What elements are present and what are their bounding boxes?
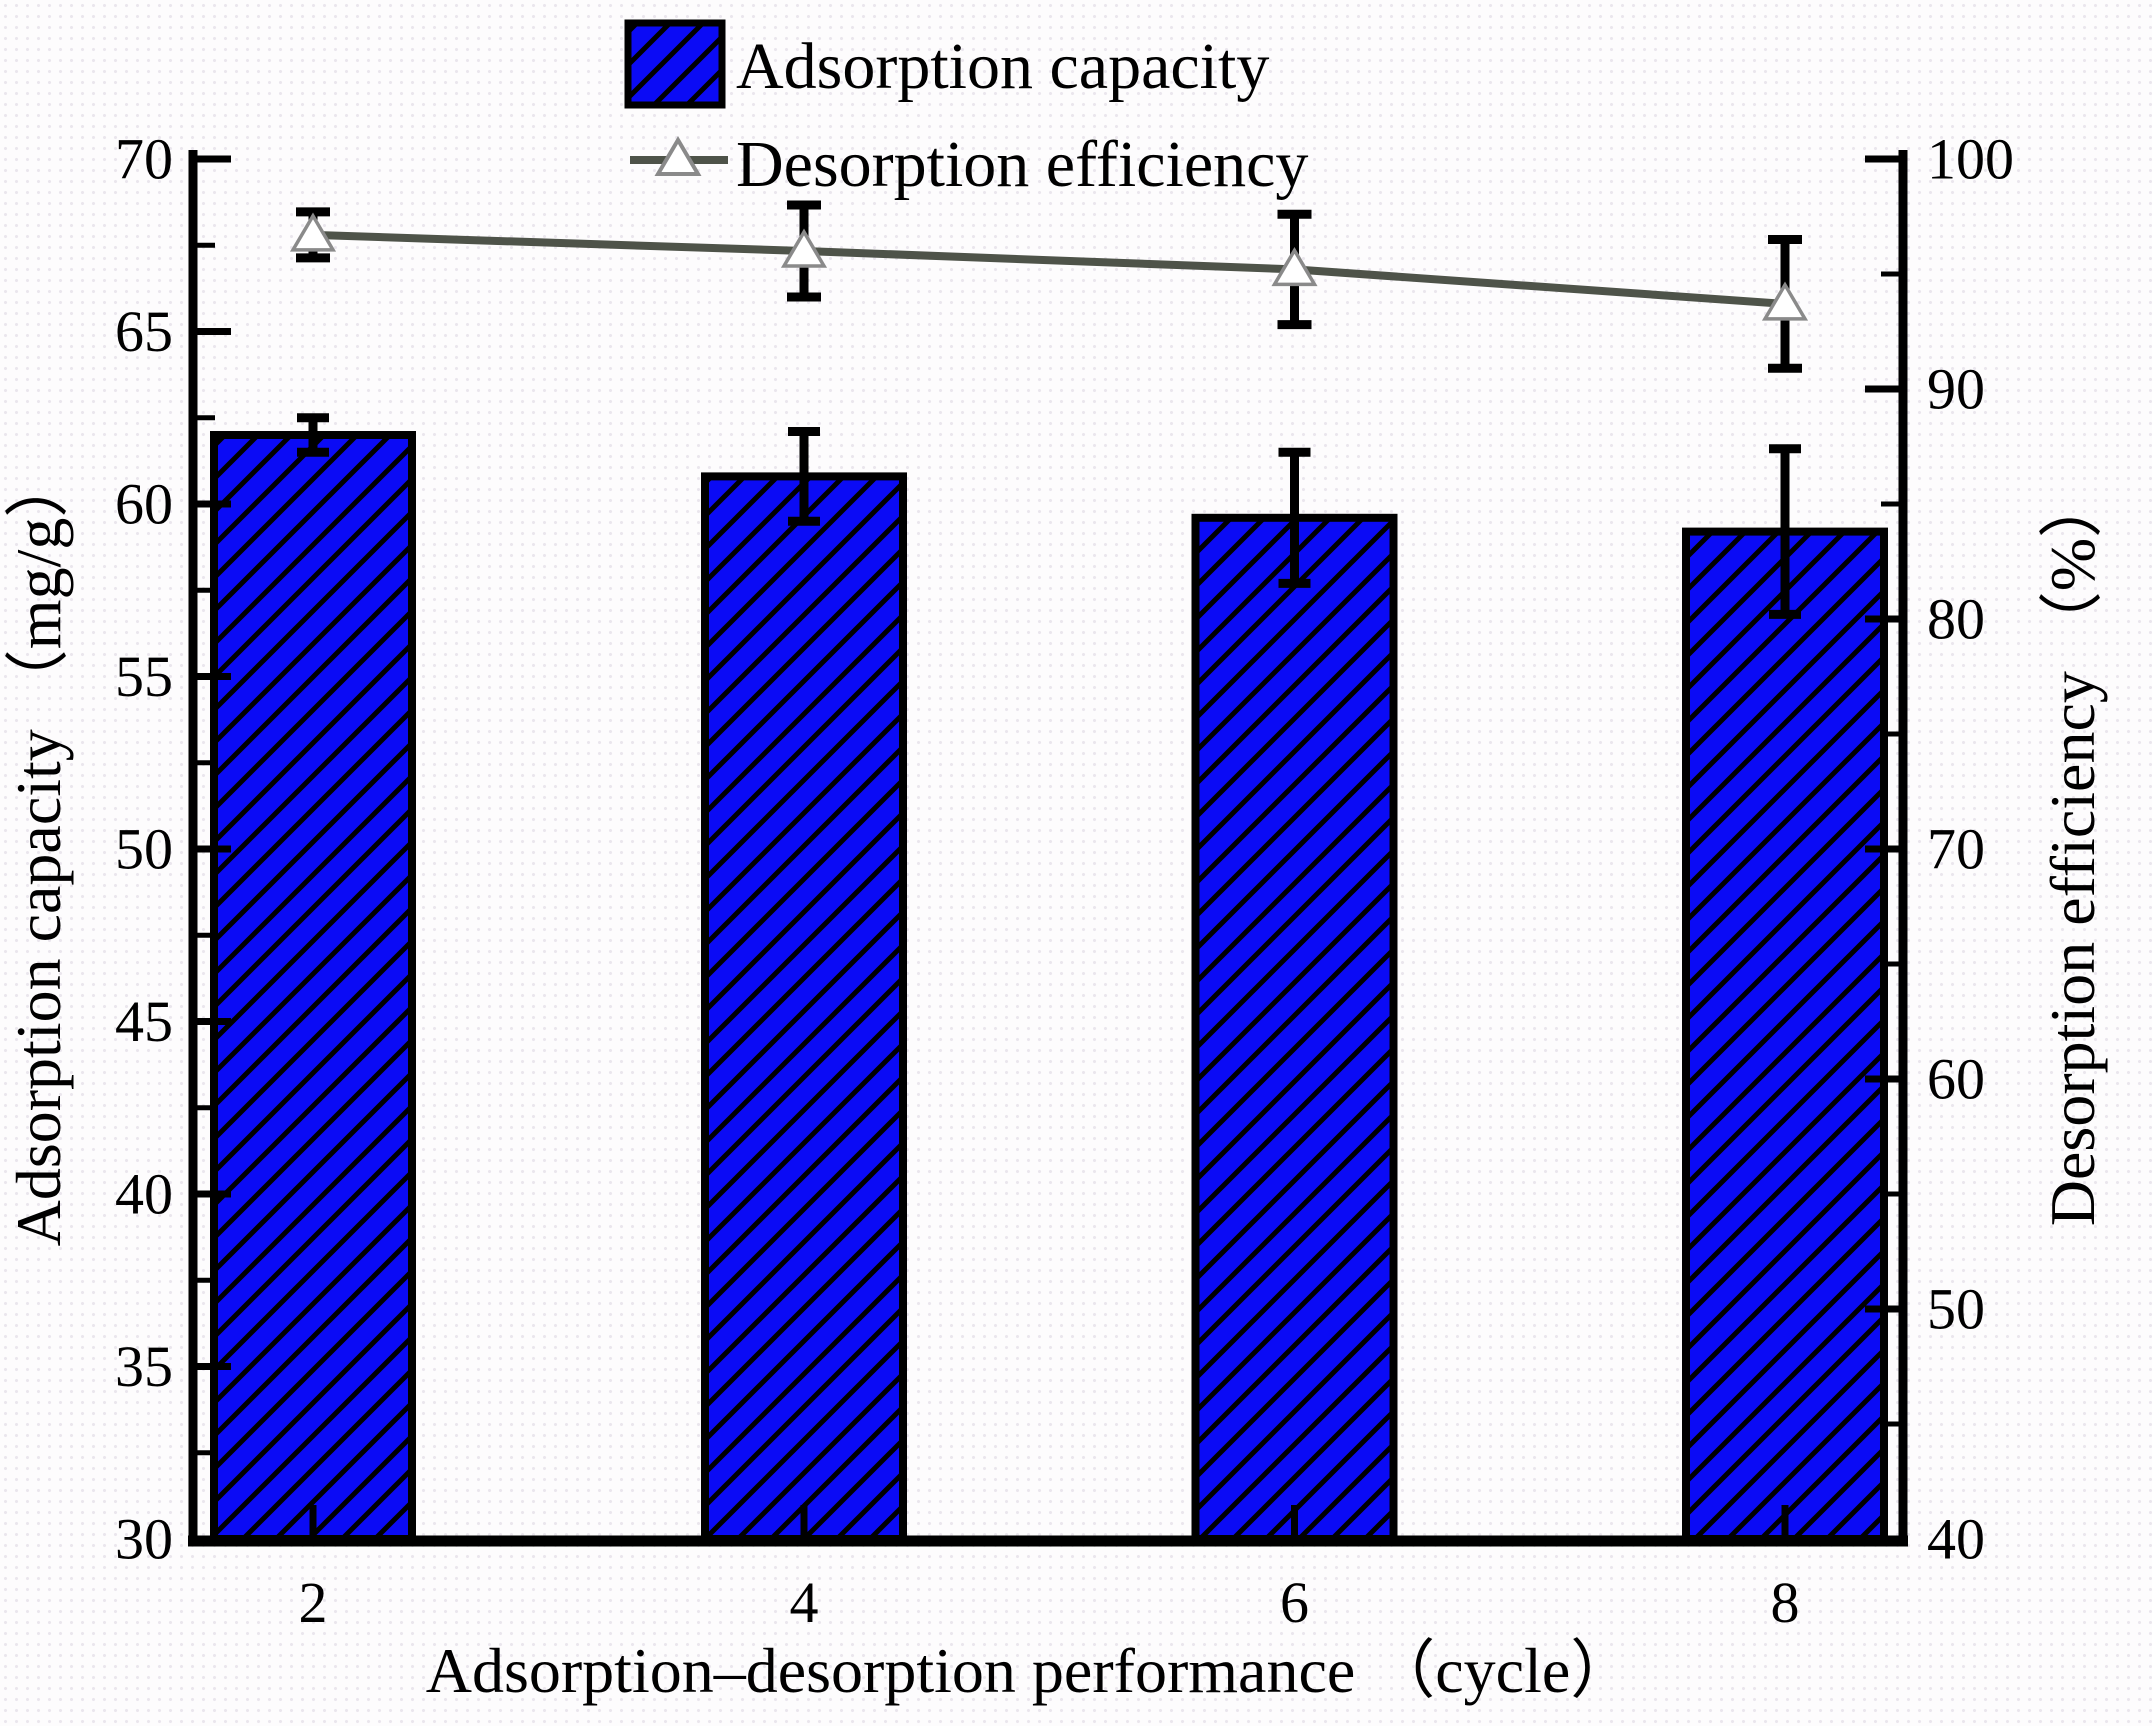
bar-cycle-4 xyxy=(701,472,907,1543)
x-tick-label-2: 2 xyxy=(299,1570,328,1635)
left-axis-title: Adsorption capacity （mg/g） xyxy=(3,454,74,1247)
left-tick-label-45: 45 xyxy=(115,989,173,1054)
x-tick-label-6: 6 xyxy=(1280,1570,1309,1635)
left-tick-label-55: 55 xyxy=(115,644,173,709)
legend: Adsorption capacity Desorption efficienc… xyxy=(624,19,1308,201)
right-tick-label-90: 90 xyxy=(1927,357,1985,422)
right-axis-title: Desorption efficiency （%） xyxy=(2037,474,2108,1226)
right-tick-label-70: 70 xyxy=(1927,817,1985,882)
left-tick-label-60: 60 xyxy=(115,472,173,537)
right-tick-label-50: 50 xyxy=(1927,1277,1985,1342)
x-tick-label-4: 4 xyxy=(790,1570,819,1635)
left-tick-label-65: 65 xyxy=(115,299,173,364)
plot-area: 30 35 40 45 50 55 60 65 70 40 50 60 70 80 90 100 2 4 6 8 xyxy=(115,127,2014,1636)
legend-label-adsorption: Adsorption capacity xyxy=(736,30,1269,103)
x-axis-title: Adsorption–desorption performance （cycle… xyxy=(426,1635,1635,1706)
bar-cycle-8 xyxy=(1682,527,1888,1543)
legend-label-desorption: Desorption efficiency xyxy=(736,128,1308,201)
left-tick-label-30: 30 xyxy=(115,1507,173,1572)
right-tick-label-100: 100 xyxy=(1927,127,2014,192)
desorption-efficiency-line xyxy=(312,230,1786,308)
legend-swatch-bar-icon xyxy=(624,19,726,109)
left-tick-label-35: 35 xyxy=(115,1334,173,1399)
right-tick-label-40: 40 xyxy=(1927,1507,1985,1572)
triangle-marker-cycle-4 xyxy=(780,228,828,268)
bar-error-bar-cycle-2 xyxy=(297,413,329,457)
bar-cycle-2 xyxy=(210,431,416,1543)
bar-cycle-6 xyxy=(1191,513,1398,1543)
axes: 30 35 40 45 50 55 60 65 70 40 50 60 70 80 90 100 2 4 6 8 xyxy=(115,127,2014,1636)
triangle-marker-cycle-6 xyxy=(1271,246,1318,287)
left-tick-label-40: 40 xyxy=(115,1162,173,1227)
triangle-marker-cycle-2 xyxy=(289,212,337,252)
right-tick-label-80: 80 xyxy=(1927,587,1985,652)
left-tick-label-70: 70 xyxy=(115,127,173,192)
x-tick-label-8: 8 xyxy=(1771,1570,1800,1635)
bar-error-bar-cycle-6 xyxy=(1278,447,1311,588)
left-tick-label-50: 50 xyxy=(115,817,173,882)
right-tick-label-60: 60 xyxy=(1927,1047,1985,1112)
triangle-marker-cycle-8 xyxy=(1761,281,1809,321)
legend-triangle-marker-icon xyxy=(654,136,702,176)
bar-error-bar-cycle-8 xyxy=(1769,444,1801,619)
bar-error-bar-cycle-4 xyxy=(788,427,820,526)
